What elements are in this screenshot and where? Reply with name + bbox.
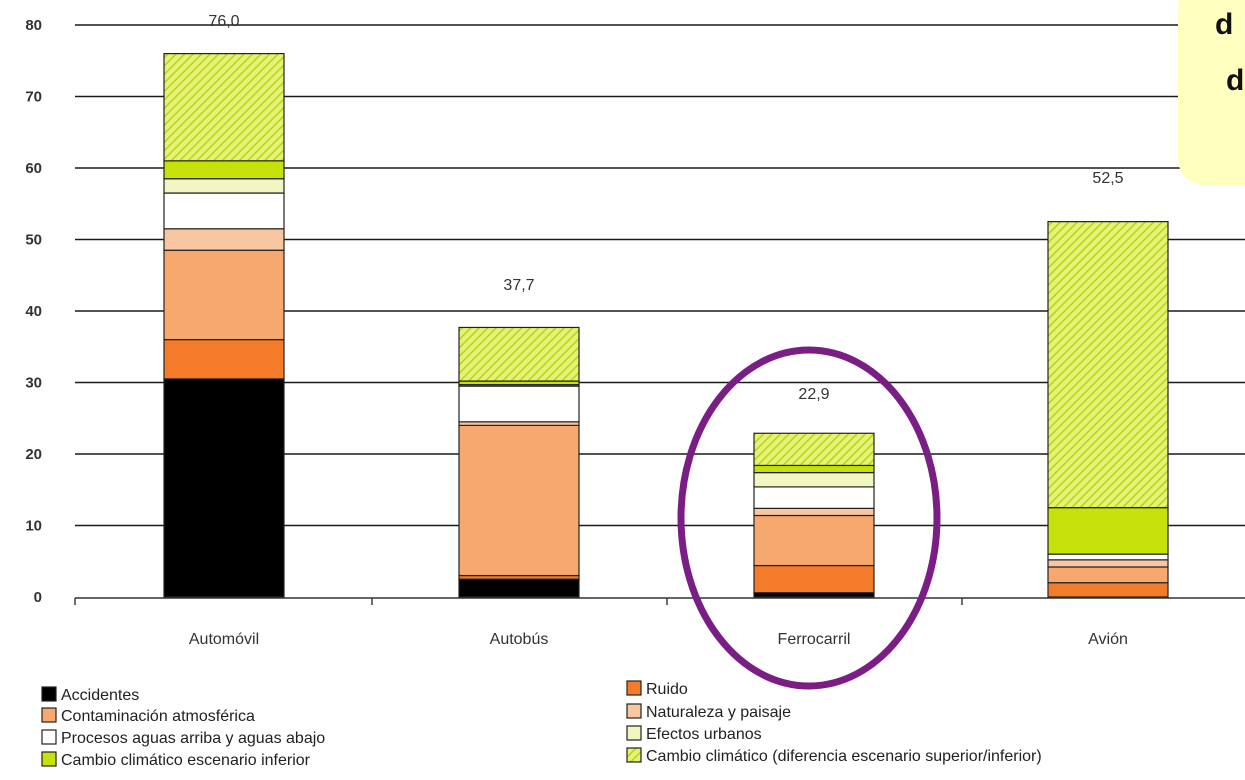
legend-swatch bbox=[41, 707, 57, 723]
bar-segment bbox=[163, 249, 285, 341]
legend-label: Contaminación atmosférica bbox=[61, 708, 255, 725]
y-tick-label: 60 bbox=[25, 160, 42, 177]
bar-segment bbox=[1047, 559, 1169, 568]
bar-segment bbox=[458, 424, 580, 577]
bar-segment bbox=[753, 564, 875, 594]
total-label: 37,7 bbox=[503, 277, 534, 294]
bar-segment bbox=[163, 228, 285, 251]
bar-segment bbox=[1047, 553, 1169, 561]
y-tick-label: 80 bbox=[25, 17, 42, 34]
y-tick-label: 0 bbox=[34, 589, 42, 606]
total-label: 76,0 bbox=[208, 13, 239, 30]
x-tick-label: Autobús bbox=[490, 631, 549, 648]
bar-segment bbox=[753, 432, 875, 467]
bar-segment bbox=[163, 192, 285, 230]
bar-segment bbox=[458, 326, 580, 382]
bar-segment bbox=[1047, 221, 1169, 509]
data-labels: 76,0 37,7 22,9 52,5 bbox=[208, 13, 1123, 403]
bar-segment bbox=[1047, 566, 1169, 584]
legend-label: Efectos urbanos bbox=[646, 726, 762, 743]
legend-swatch bbox=[41, 729, 57, 745]
bar-segment bbox=[753, 514, 875, 567]
x-axis: Automóvil Autobús Ferrocarril Avión bbox=[74, 597, 1245, 648]
legend-swatch bbox=[626, 703, 642, 719]
bar-segment bbox=[163, 378, 285, 598]
y-tick-label: 70 bbox=[25, 89, 42, 106]
x-tick-label: Ferrocarril bbox=[778, 631, 851, 648]
legend-label: Cambio climático (diferencia escenario s… bbox=[646, 748, 1042, 765]
bar-segment bbox=[163, 160, 285, 180]
y-tick-label: 50 bbox=[25, 232, 42, 249]
legend-label: Procesos aguas arriba y aguas abajo bbox=[61, 730, 325, 747]
bar-segment bbox=[1047, 582, 1169, 598]
x-tick-label: Automóvil bbox=[189, 631, 259, 648]
y-tick-label: 30 bbox=[25, 375, 42, 392]
bar-segment bbox=[458, 385, 580, 423]
callout-text-line: d bbox=[1226, 64, 1244, 97]
legend-swatch bbox=[41, 751, 57, 767]
y-tick-label: 40 bbox=[25, 303, 42, 320]
legend-swatch bbox=[41, 686, 57, 702]
callout-text-line: d bbox=[1215, 8, 1233, 41]
bar-segment bbox=[753, 471, 875, 488]
legend-label: Naturaleza y paisaje bbox=[646, 704, 791, 721]
highlight-ellipse bbox=[677, 346, 941, 690]
legend-label: Cambio climático escenario inferior bbox=[61, 752, 311, 769]
legend-swatch bbox=[626, 747, 642, 763]
total-label: 22,9 bbox=[798, 386, 829, 403]
legend: Accidentes Ruido Contaminación atmosférica… bbox=[41, 680, 1042, 769]
highlight bbox=[677, 346, 941, 690]
legend-label: Accidentes bbox=[61, 687, 139, 704]
bar-segment bbox=[458, 578, 580, 598]
total-label: 52,5 bbox=[1092, 170, 1123, 187]
bar-segment bbox=[163, 339, 285, 380]
y-axis: 0 10 20 30 40 50 60 70 80 bbox=[25, 17, 42, 606]
bar-segment bbox=[1047, 507, 1169, 555]
bar-segment bbox=[753, 592, 875, 598]
callout-background bbox=[1178, 0, 1245, 185]
bars bbox=[163, 52, 1169, 598]
y-tick-label: 20 bbox=[25, 446, 42, 463]
legend-swatch bbox=[626, 680, 642, 696]
bar-segment bbox=[753, 464, 875, 474]
bar-segment bbox=[163, 52, 285, 162]
legend-swatch bbox=[626, 725, 642, 741]
bar-segment bbox=[753, 486, 875, 509]
legend-label: Ruido bbox=[646, 681, 688, 698]
y-tick-label: 10 bbox=[25, 518, 42, 535]
callout-box: dd bbox=[1178, 0, 1245, 185]
x-tick-label: Avión bbox=[1088, 631, 1128, 648]
bar-segment bbox=[163, 178, 285, 194]
bar-segment bbox=[753, 507, 875, 517]
